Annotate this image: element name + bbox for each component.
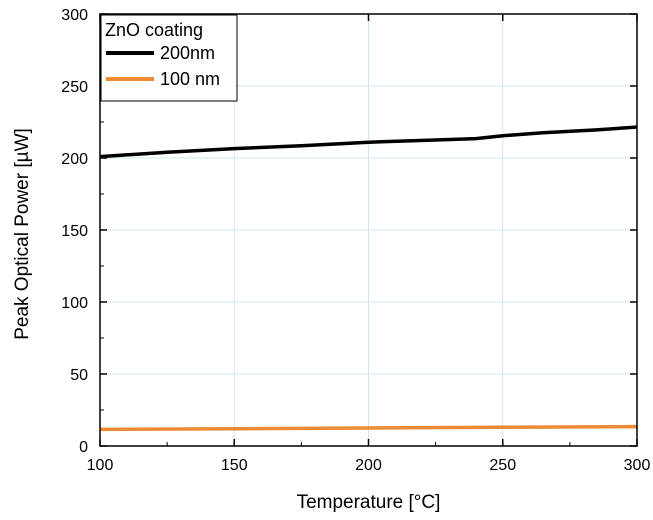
legend: ZnO coating 200nm 100 nm — [100, 14, 238, 102]
tick-labels: 100 150 200 250 300 0 50 100 150 200 250 300 — [61, 7, 650, 474]
y-tick-label: 200 — [61, 151, 88, 168]
series-line-100nm — [99, 424, 638, 432]
y-tick-label: 50 — [70, 367, 88, 384]
y-tick-label: 0 — [79, 439, 88, 456]
x-tick-label: 100 — [87, 457, 114, 474]
legend-box — [100, 14, 238, 102]
grid-lines — [100, 14, 637, 446]
x-tick-label: 150 — [221, 457, 248, 474]
legend-label-200nm: 200nm — [160, 43, 215, 63]
series-line-200nm — [99, 125, 638, 159]
x-tick-label: 200 — [355, 457, 382, 474]
x-axis-label: Temperature [°C] — [297, 492, 441, 513]
x-tick-label: 300 — [624, 457, 651, 474]
x-tick-label: 250 — [489, 457, 516, 474]
y-tick-label: 300 — [61, 7, 88, 24]
y-tick-label: 250 — [61, 79, 88, 96]
legend-label-100nm: 100 nm — [160, 69, 220, 89]
y-tick-label: 150 — [61, 223, 88, 240]
y-tick-label: 100 — [61, 295, 88, 312]
legend-title: ZnO coating — [105, 20, 203, 40]
series-layer — [99, 125, 638, 432]
y-axis-label: Peak Optical Power [µW] — [12, 128, 33, 340]
